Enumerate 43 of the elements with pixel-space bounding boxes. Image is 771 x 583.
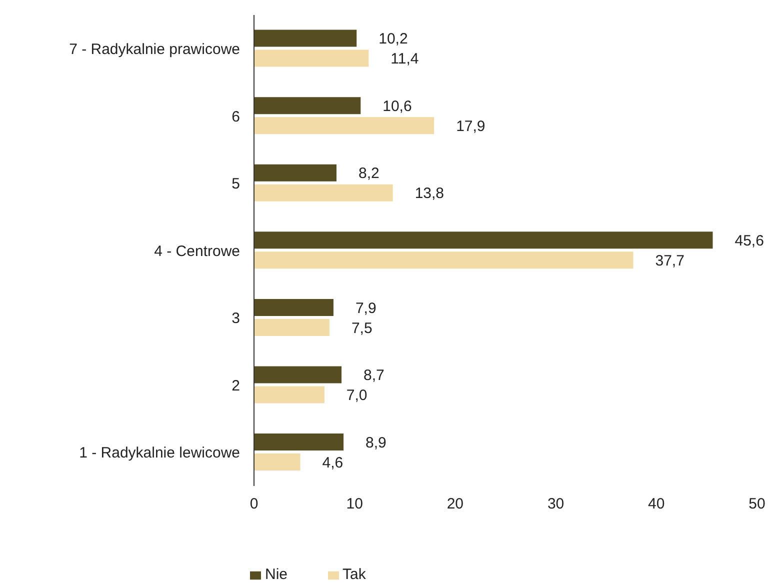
- bar: [254, 97, 361, 114]
- data-label: 11,4: [390, 50, 419, 68]
- x-tick-label: 50: [748, 496, 766, 513]
- data-label: 7,9: [355, 300, 376, 317]
- data-label: 8,9: [366, 434, 386, 452]
- bar: [254, 50, 369, 67]
- x-tick-label: 40: [648, 496, 665, 513]
- data-label: 10,2: [378, 30, 408, 48]
- bar: [254, 30, 357, 47]
- bar: [254, 252, 634, 269]
- x-tick-label: 20: [446, 496, 464, 513]
- x-tick-label: 30: [547, 496, 564, 513]
- bar: [254, 298, 334, 316]
- data-label: 8,7: [364, 367, 384, 384]
- data-label: 37,7: [655, 252, 684, 270]
- bar: [254, 232, 713, 249]
- data-label: 17,9: [456, 118, 486, 135]
- y-tick-label: 3: [232, 310, 240, 328]
- data-label: 8,2: [358, 165, 380, 182]
- bar: [254, 117, 434, 134]
- legend-label: Nie: [265, 566, 288, 583]
- bar: [254, 434, 344, 451]
- bar: [254, 184, 393, 202]
- y-tick-label: 1 - Radykalnie lewicowe: [79, 444, 240, 462]
- data-label: 13,8: [414, 185, 444, 202]
- y-tick-label: 5: [232, 176, 240, 193]
- y-tick-label: 2: [232, 377, 240, 394]
- y-tick-label: 7 - Radykalnie prawicowe: [69, 40, 240, 58]
- y-tick-label: 6: [232, 108, 240, 126]
- data-label: 45,6: [734, 232, 764, 250]
- bar: [254, 386, 324, 404]
- bar: [254, 454, 300, 471]
- bar: [254, 164, 336, 182]
- data-label: 7,5: [351, 320, 372, 337]
- bar: [254, 366, 342, 384]
- data-label: 10,6: [382, 98, 412, 115]
- data-label: 7,0: [346, 387, 368, 404]
- x-tick-label: 0: [250, 496, 258, 513]
- x-tick-label: 10: [346, 496, 363, 513]
- data-label: 4,6: [322, 454, 344, 472]
- bar: [254, 318, 330, 336]
- y-tick-label: 4 - Centrowe: [154, 242, 240, 260]
- legend-label: Tak: [342, 566, 366, 583]
